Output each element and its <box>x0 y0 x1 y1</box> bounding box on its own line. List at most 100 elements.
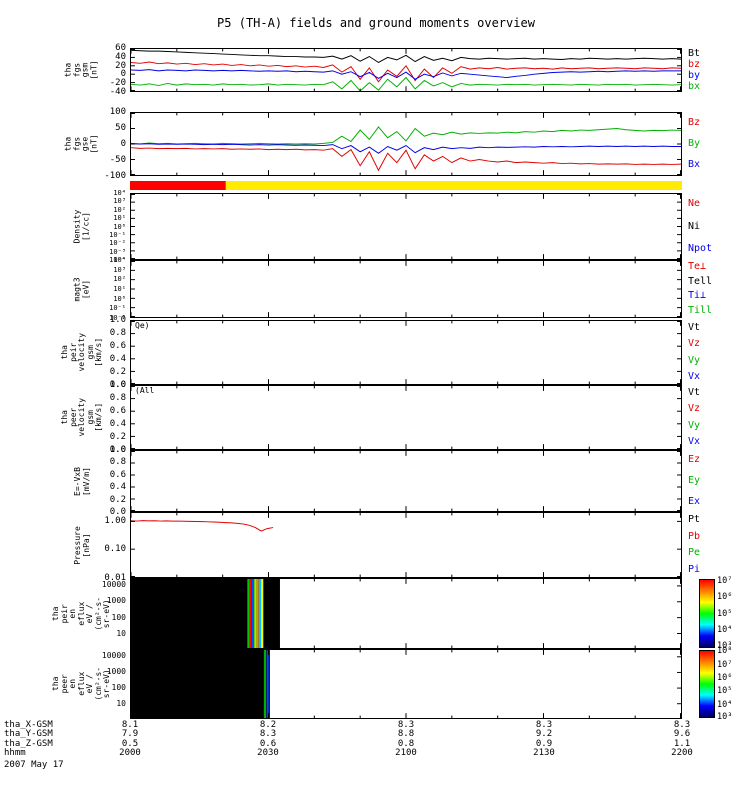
peer-velocity-label-Vt: Vt <box>688 387 701 399</box>
fgs-gse-canvas <box>131 113 681 175</box>
axis-value-hhmm-1: 2030 <box>257 748 279 759</box>
efield-label-Ez: Ez <box>688 454 701 466</box>
magt3-ytick: 10⁻¹ <box>109 304 126 313</box>
peer-eflux-colorbar <box>699 650 715 718</box>
peir-eflux-ytick: 100 <box>111 612 126 622</box>
peer-eflux-colorbar-tick: 10⁵ <box>717 686 733 697</box>
fgs-gse-label-Bz: Bz <box>688 116 701 128</box>
peir-velocity-ytick: 0.2 <box>109 367 126 377</box>
axis-value-tha_X-GSM-4: 8.3 <box>673 720 691 730</box>
fgs-gse-ytick: -50 <box>109 155 126 165</box>
fgs-gse-ylabel-text: tha fgs gse [nT] <box>63 134 99 154</box>
panel-pressure <box>130 512 682 578</box>
peir-velocity-ytick: 0.4 <box>109 354 126 364</box>
peir-eflux-colorbar-tick: 10⁶ <box>717 592 733 603</box>
density-ylabel-text: Density [1/cc] <box>72 209 91 244</box>
fgs-gsm-trace-bx <box>131 76 681 91</box>
axis-value-tha_Z-GSM-4: 1.1 <box>673 738 691 749</box>
axis-value-tha_Y-GSM-4: 9.6 <box>673 729 691 740</box>
fgs-gse-trace-By <box>131 126 681 145</box>
magt3-ylabel-text: magt3 [eV] <box>72 276 91 302</box>
peir-eflux-canvas <box>131 579 681 648</box>
peir-eflux-ylabel: tha peir en eflux eV / (cm²-s- sr-eV) <box>44 578 120 649</box>
efield-label-Ey: Ey <box>688 475 701 486</box>
pressure-canvas <box>131 513 681 577</box>
pressure-label-Pi: Pi <box>688 563 701 575</box>
pressure-ylabel-text: Pressure [nPa] <box>72 525 91 565</box>
panel-peir-eflux <box>130 578 682 649</box>
pressure-ylabel: Pressure [nPa] <box>44 512 120 578</box>
efield-ytick: 0.6 <box>109 469 126 480</box>
peir-eflux-ytick: 10000 <box>101 580 126 590</box>
fgs-gsm-ytick: -40 <box>109 87 126 97</box>
density-label-Ni: Ni <box>688 220 701 232</box>
axis-value-tha_Z-GSM-1: 0.6 <box>259 738 277 749</box>
peer-velocity-label-Vy: Vy <box>688 419 701 431</box>
peir-eflux-colorbar-tick: 10⁵ <box>717 608 733 619</box>
quality-bar-segment <box>130 181 682 190</box>
axis-value-hhmm-2: 2100 <box>395 748 417 759</box>
peer-velocity-ytick: 0.2 <box>109 432 126 442</box>
peir-eflux-ytick: 1000 <box>106 596 126 606</box>
axis-value-tha_X-GSM-0: 8.1 <box>121 720 139 730</box>
density-label-Ne: Ne <box>688 198 701 210</box>
peir-eflux-colorbar-tick: 10³ <box>717 641 733 652</box>
axis-row-label-hhmm: hhmm <box>4 748 26 759</box>
efield-ylabel-text: E=-VxB [mV/m] <box>72 466 91 496</box>
axis-value-hhmm-0: 2000 <box>119 748 141 759</box>
peer-eflux-colorbar-tick: 10³ <box>717 712 733 723</box>
fgs-gsm-trace-Bt <box>131 49 681 64</box>
pressure-label-Pe: Pe <box>688 547 701 559</box>
fgs-gsm-ylabel-text: tha fgs gsm [nT] <box>63 60 99 80</box>
axis-value-tha_X-GSM-3: 8.3 <box>535 720 553 730</box>
quality-bar-segment <box>130 181 226 190</box>
density-ytick: 10⁰ <box>113 222 126 231</box>
efield-ytick: 1.0 <box>109 445 126 455</box>
axis-value-tha_X-GSM-1: 8.2 <box>259 720 277 730</box>
fgs-gse-ytick: 50 <box>115 123 126 133</box>
peer-eflux-colorbar-tick: 10⁶ <box>717 673 733 683</box>
fgs-gsm-ytick: 40 <box>115 51 126 62</box>
magt3-label-Till: Till <box>688 304 713 316</box>
panel-peer-eflux <box>130 649 682 719</box>
efield-ytick: 0.2 <box>109 494 126 505</box>
fgs-gsm-ylabel: tha fgs gsm [nT] <box>44 48 120 92</box>
density-label-Npot: Npot <box>688 242 713 254</box>
peer-velocity-ytick: 0.6 <box>109 406 126 416</box>
fgs-gse-trace-Bz <box>131 147 681 172</box>
peir-velocity-ytick: 1.0 <box>109 315 126 325</box>
fgs-gsm-canvas <box>131 49 681 91</box>
peer-eflux-ylabel: tha peer en eflux eV / (cm²-s- sr-eV) <box>44 649 120 719</box>
peer-eflux-data-region <box>131 650 270 718</box>
panel-fgs-gsm <box>130 48 682 92</box>
fgs-gsm-label-Bt: Bt <box>688 47 701 59</box>
peer-eflux-colorbar-tick: 10⁷ <box>717 659 733 670</box>
magt3-ytick: 10⁴ <box>113 256 126 264</box>
pressure-label-Pb: Pb <box>688 530 701 542</box>
axis-date: 2007 May 17 <box>4 759 64 770</box>
panel-magt3 <box>130 260 682 318</box>
peer-eflux-colorbar-tick: 10⁴ <box>717 699 733 710</box>
density-ytick: 10⁻¹ <box>109 230 126 239</box>
fgs-gse-ytick: 100 <box>109 107 126 117</box>
peer-eflux-ytick: 100 <box>111 683 126 693</box>
peer-eflux-ytick: 10000 <box>101 651 126 660</box>
density-ylabel: Density [1/cc] <box>44 193 120 260</box>
efield-canvas <box>131 451 681 511</box>
peer-velocity-canvas <box>131 386 681 449</box>
peer-velocity-corner-note: (All <box>135 386 155 395</box>
peir-velocity-label-Vx: Vx <box>688 370 701 382</box>
panel-quality-bar <box>130 181 682 190</box>
peir-eflux-burst-stripe <box>251 579 255 648</box>
peir-eflux-colorbar-tick: 10⁷ <box>717 576 733 587</box>
peir-velocity-label-Vt: Vt <box>688 322 701 334</box>
density-ytick: 10² <box>113 205 126 214</box>
pressure-ytick: 0.10 <box>104 544 126 555</box>
fgs-gse-ytick: -100 <box>104 171 126 181</box>
peir-eflux-colorbar <box>699 579 715 648</box>
peer-velocity-ytick: 0.4 <box>109 419 126 429</box>
axis-value-hhmm-4: 2200 <box>671 748 693 759</box>
axis-value-tha_X-GSM-2: 8.3 <box>397 720 415 730</box>
peir-eflux-burst-stripe <box>247 579 250 648</box>
